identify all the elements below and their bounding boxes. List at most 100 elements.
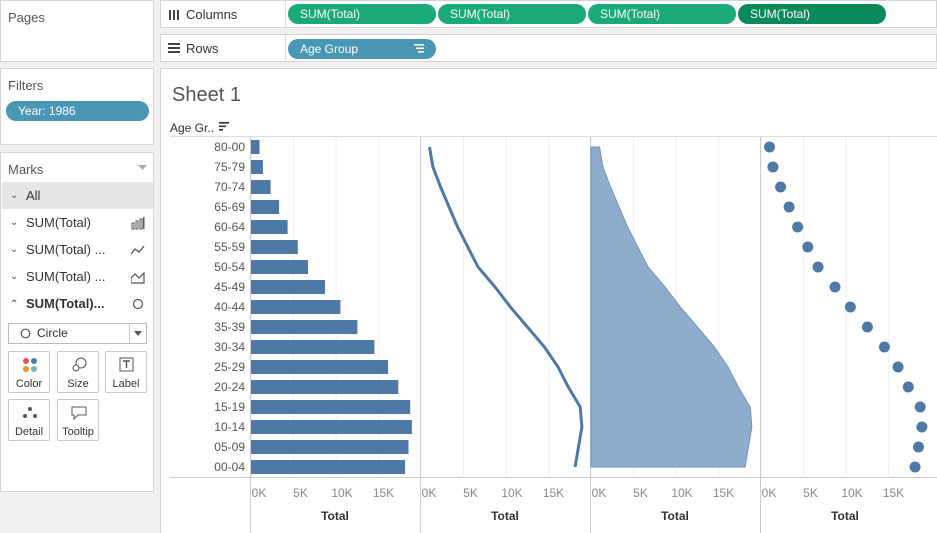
x-tick-label: 15K [543,486,564,500]
rows-label: Rows [186,41,219,56]
row-label: 55-59 [214,240,245,254]
label-label: Label [112,378,140,390]
row-header-label: Age Gr.. [170,121,214,135]
row-label: 30-34 [214,340,245,354]
row-label: 75-79 [214,160,245,174]
marks-dropdown-icon[interactable] [138,165,147,171]
x-axis-title: Total [831,509,859,523]
bar [251,300,341,314]
circle-mark [812,261,824,273]
circle-mark [792,221,804,233]
bar [251,140,260,154]
size-label: Size [67,378,89,390]
circle-mark [767,161,779,173]
circle-mark [909,461,921,473]
rows-shelf: Rows Age Group [160,34,937,62]
x-tick-label: 5K [803,486,818,500]
detail-icon [23,407,37,418]
bar-chart-icon [131,217,145,230]
row-label: 00-04 [214,460,245,474]
bar [251,360,389,374]
marks-row-label: SUM(Total) [26,215,92,230]
columns-icon [169,10,179,20]
bar [251,340,375,354]
marks-row-circle[interactable]: ⌃ SUM(Total)... [2,290,153,317]
mark-type-value: Circle [37,326,68,340]
chevron-down-icon: ⌄ [10,271,19,282]
tooltip-label: Tooltip [62,426,94,438]
filters-panel: Filters Year: 1986 [0,68,154,145]
row-label: 65-69 [214,200,245,214]
x-axis-title: Total [661,509,689,523]
row-label: 45-49 [214,280,245,294]
marks-row-area[interactable]: ⌄ SUM(Total) ... [2,263,153,290]
bar [251,160,263,174]
column-pill-2[interactable]: SUM(Total) [438,4,586,24]
marks-row-label: SUM(Total)... [26,296,105,311]
column-pill-1[interactable]: SUM(Total) [288,4,436,24]
row-label: 15-19 [214,400,245,414]
circle-mark [802,241,814,253]
chevron-down-icon: ⌄ [10,244,19,255]
x-tick-label: 5K [293,486,308,500]
circle-mark [916,421,928,433]
size-card[interactable]: Size [57,351,99,393]
bar [251,200,280,214]
x-tick-label: 15K [883,486,904,500]
column-pill-3[interactable]: SUM(Total) [588,4,736,24]
row-label: 70-74 [214,180,245,194]
color-card[interactable]: Color [8,351,50,393]
x-tick-label: 0K [252,486,267,500]
rows-icon [168,43,180,53]
circle-mark [783,201,795,213]
x-tick-label: 15K [373,486,394,500]
size-icon [72,357,87,372]
marks-row-line[interactable]: ⌄ SUM(Total) ... [2,236,153,263]
marks-row-bar[interactable]: ⌄ SUM(Total) [2,209,153,236]
filter-pill-year[interactable]: Year: 1986 [6,101,149,121]
marks-row-label: All [26,188,41,203]
area-series [590,146,753,468]
detail-label: Detail [14,426,44,438]
row-label: 05-09 [214,440,245,454]
row-label: 50-54 [214,260,245,274]
row-label: 10-14 [214,420,245,434]
circle-mark [861,321,873,333]
sheet-title: Sheet 1 [172,84,241,106]
sort-icon [414,44,424,53]
row-label: 60-64 [214,220,245,234]
bar [251,440,409,454]
shelf-divider [285,1,286,28]
circle-mark [844,301,856,313]
circle-mark [764,141,776,153]
tooltip-card[interactable]: Tooltip [57,399,99,441]
bar [251,260,309,274]
detail-card[interactable]: Detail [8,399,50,441]
x-tick-label: 5K [633,486,648,500]
row-header-sort-icon[interactable] [219,122,229,131]
x-tick-label: 10K [501,486,522,500]
row-pill-age-group[interactable]: Age Group [288,39,436,59]
chevron-down-icon: ⌄ [10,190,19,201]
marks-row-all[interactable]: ⌄ All [2,182,153,209]
columns-label: Columns [186,7,238,22]
columns-shelf: Columns SUM(Total) SUM(Total) SUM(Total)… [160,0,937,28]
marks-title: Marks [8,162,44,177]
x-tick-label: 0K [762,486,777,500]
column-pill-4[interactable]: SUM(Total) [738,4,886,24]
mark-type-select[interactable]: Circle [8,323,147,344]
row-label: 20-24 [214,380,245,394]
circle-mark [912,441,924,453]
x-tick-label: 0K [422,486,437,500]
line-chart-icon [131,245,145,255]
bar [251,220,288,234]
mark-type-divider [129,324,130,343]
chevron-down-icon: ⌄ [10,217,19,228]
marks-panel: Marks ⌄ All ⌄ SUM(Total) ⌄ SUM(Total) ..… [0,152,154,492]
label-card[interactable]: Label [105,351,147,393]
marks-row-label: SUM(Total) ... [26,269,106,284]
bar [251,460,406,474]
circle-mark [878,341,890,353]
chevron-up-icon: ⌃ [10,299,19,310]
